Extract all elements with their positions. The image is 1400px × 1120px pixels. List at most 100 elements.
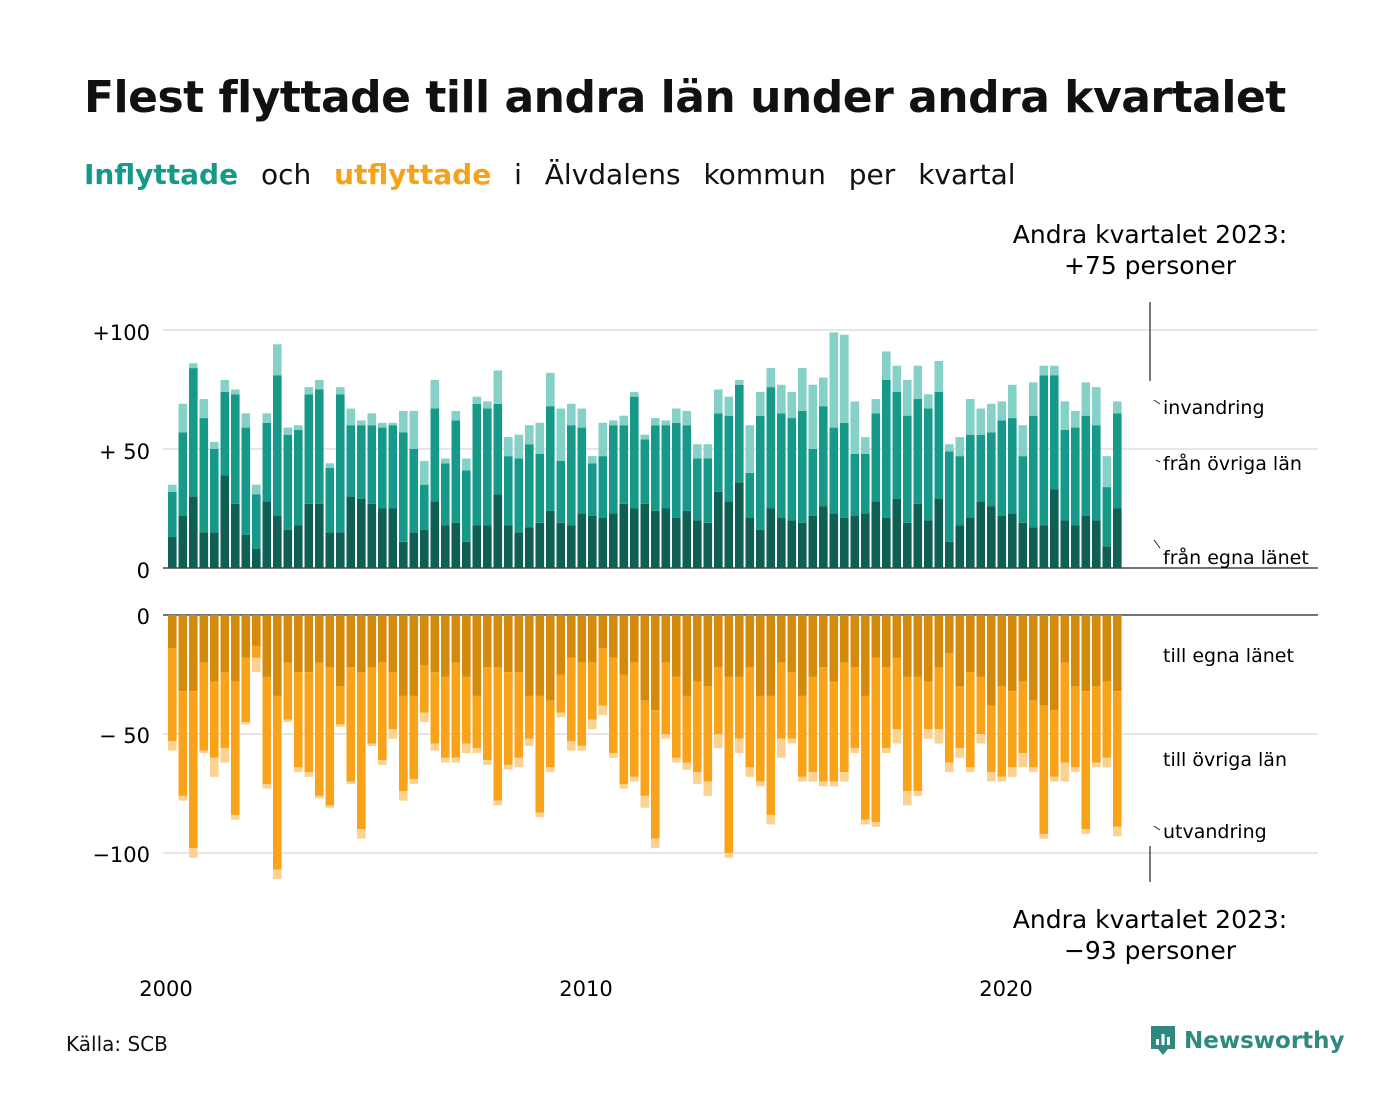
outflow-bar-0-66 — [861, 615, 870, 696]
inflow-bar-1-57 — [766, 387, 776, 509]
inflow-bar-0-25 — [430, 501, 440, 568]
outflow-bar-0-0 — [168, 615, 177, 649]
inflow-bar-1-83 — [1039, 375, 1049, 526]
inflow-bar-1-53 — [724, 415, 734, 502]
inflow-bar-2-78 — [987, 403, 996, 433]
inflow-bar-1-23 — [409, 449, 419, 533]
inflow-bar-0-59 — [787, 520, 797, 568]
outflow-bar-2-78 — [987, 772, 996, 782]
outflow-bar-1-58 — [777, 662, 786, 739]
outflow-bar-0-60 — [798, 615, 807, 696]
inflow-bar-2-74 — [945, 444, 954, 452]
outflow-bar-0-56 — [756, 615, 765, 696]
inflow-bar-0-30 — [483, 525, 492, 568]
inflow-bar-0-44 — [630, 508, 639, 568]
outflow-bar-0-64 — [840, 615, 849, 663]
inflow-bar-0-24 — [420, 529, 429, 568]
outflow-bar-2-29 — [472, 748, 482, 754]
inflow-bar-2-1 — [178, 403, 188, 433]
inflow-bar-2-12 — [294, 425, 303, 430]
outflow-bar-1-20 — [378, 662, 387, 761]
outflow-bar-1-90 — [1113, 691, 1122, 827]
xtick-2020: 2020 — [979, 977, 1032, 1001]
inflow-bar-1-76 — [966, 434, 975, 519]
outflow-bar-1-13 — [304, 672, 314, 773]
outflow-bar-1-31 — [493, 667, 503, 801]
inflow-bar-0-9 — [262, 501, 272, 568]
outflow-bar-2-48 — [672, 757, 681, 763]
outflow-bar-0-33 — [514, 615, 524, 673]
inflow-bar-2-53 — [724, 396, 734, 416]
outflow-bar-0-72 — [924, 615, 933, 682]
inflow-bar-2-47 — [661, 420, 671, 426]
inflow-bar-2-51 — [703, 444, 713, 459]
newsworthy-logo: Newsworthy — [1148, 1024, 1345, 1058]
inflow-bar-1-49 — [682, 425, 692, 511]
outflow-bar-0-31 — [493, 615, 503, 668]
outflow-bar-2-73 — [934, 729, 944, 744]
inflow-bar-2-67 — [871, 399, 881, 414]
series-label-till-egna-lanet: till egna länet — [1163, 645, 1294, 667]
outflow-bar-1-23 — [409, 695, 419, 780]
outflow-bar-1-85 — [1060, 662, 1070, 763]
inflow-bar-0-34 — [525, 527, 534, 568]
outflow-bar-2-1 — [178, 795, 188, 801]
inflow-bar-2-3 — [199, 399, 209, 419]
outflow-bar-0-51 — [703, 615, 713, 687]
outflow-bar-1-78 — [987, 705, 996, 773]
outflow-bar-1-76 — [966, 672, 975, 768]
inflow-bar-2-84 — [1050, 365, 1059, 376]
outflow-bar-0-53 — [724, 615, 734, 677]
outflow-bar-2-51 — [703, 781, 713, 796]
inflow-bar-2-73 — [934, 360, 944, 392]
outflow-bar-0-40 — [588, 615, 597, 663]
outflow-bar-2-64 — [840, 772, 849, 782]
inflow-bar-1-7 — [241, 427, 251, 535]
outflow-bar-1-47 — [661, 662, 671, 734]
outflow-bar-1-50 — [693, 681, 702, 773]
inflow-bar-0-29 — [472, 525, 482, 568]
outflow-bar-1-53 — [724, 676, 734, 853]
outflow-bar-2-56 — [756, 781, 765, 787]
inflow-bar-2-42 — [609, 420, 618, 426]
outflow-bar-0-78 — [987, 615, 996, 706]
outflow-bar-1-26 — [441, 676, 450, 758]
outflow-bar-2-32 — [504, 764, 513, 770]
inflow-bar-2-33 — [514, 434, 524, 459]
outflow-bar-0-12 — [294, 615, 303, 673]
outflow-bar-0-82 — [1029, 615, 1038, 701]
outflow-bar-2-88 — [1092, 762, 1101, 768]
inflow-bar-0-45 — [640, 503, 650, 568]
inflow-bar-2-2 — [189, 363, 198, 369]
inflow-bar-2-58 — [777, 384, 786, 414]
inflow-bar-2-80 — [1008, 384, 1017, 419]
inflow-bar-1-12 — [294, 429, 303, 526]
outflow-bar-1-89 — [1102, 681, 1112, 758]
outflow-bar-2-20 — [378, 760, 387, 765]
inflow-bar-1-38 — [567, 425, 576, 526]
inflow-bar-0-81 — [1018, 522, 1028, 568]
outflow-bar-0-80 — [1008, 615, 1017, 692]
inflow-bar-2-56 — [756, 391, 765, 416]
outflow-bar-0-55 — [745, 615, 755, 668]
outflow-bar-2-80 — [1008, 767, 1017, 777]
inflow-bar-0-14 — [315, 503, 324, 568]
outflow-bar-0-7 — [241, 615, 251, 658]
inflow-bar-2-75 — [955, 437, 965, 457]
inflow-bar-0-36 — [546, 510, 555, 568]
outflow-bar-0-30 — [483, 615, 492, 668]
inflow-bar-1-59 — [787, 418, 797, 521]
outflow-bar-1-18 — [357, 672, 366, 830]
inflow-bar-0-37 — [556, 522, 566, 568]
outflow-bar-0-86 — [1071, 615, 1080, 687]
inflow-bar-0-76 — [966, 518, 975, 568]
outflow-bar-2-83 — [1039, 833, 1049, 839]
inflow-bar-0-19 — [367, 503, 377, 568]
inflow-bar-0-33 — [514, 532, 524, 568]
outflow-bar-1-29 — [472, 695, 482, 749]
outflow-bar-1-88 — [1092, 686, 1101, 763]
inflow-bar-2-70 — [903, 379, 912, 416]
inflow-bar-0-23 — [409, 532, 419, 568]
inflow-bar-1-13 — [304, 394, 314, 504]
inflow-bar-0-32 — [504, 525, 513, 568]
